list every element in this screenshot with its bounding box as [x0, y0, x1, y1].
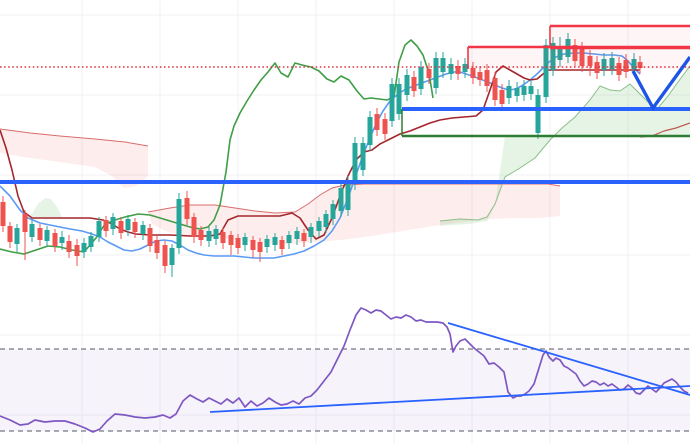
rsi-band — [0, 349, 690, 431]
rsi-plot — [0, 307, 690, 433]
blue-v-trendline[interactable] — [631, 56, 690, 112]
rsi-trendlines[interactable] — [209, 322, 690, 413]
red-range-boxes[interactable] — [467, 24, 690, 69]
ichimoku-clouds — [0, 65, 690, 244]
horizontal-level-lines[interactable] — [0, 107, 690, 184]
